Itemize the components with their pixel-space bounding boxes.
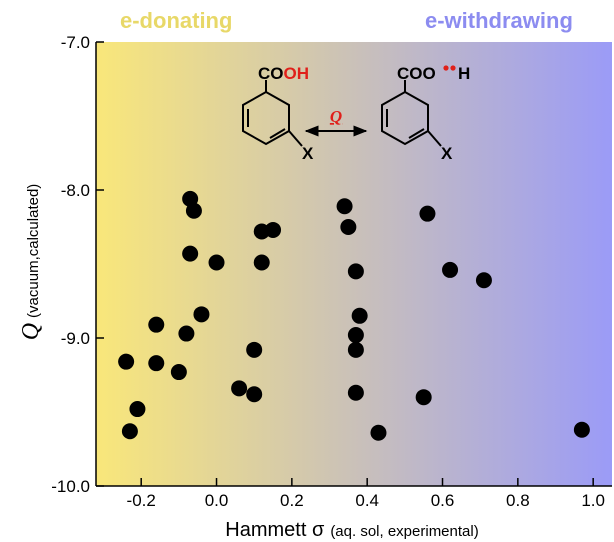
right-molecule-label: COO (397, 64, 436, 83)
data-point (347, 384, 364, 401)
data-point (573, 421, 590, 438)
x-axis-ticks: -0.2 0.0 0.2 0.4 0.6 0.8 1.0 (127, 478, 605, 510)
x-axis-title: Hammett σ (aq. sol, experimental) (225, 519, 478, 541)
x-tick-label: 0.6 (431, 491, 455, 510)
data-point (370, 424, 387, 441)
band-label-left: e-donating (120, 8, 232, 33)
y-axis-title: Q(vacuum,calculated) (18, 184, 44, 341)
data-points (118, 190, 590, 441)
data-point (347, 327, 364, 344)
x-tick-label: 0.2 (280, 491, 304, 510)
data-point (336, 198, 353, 215)
data-point (231, 380, 248, 397)
data-point (178, 325, 195, 342)
data-point (340, 219, 357, 235)
data-point (185, 202, 202, 219)
data-point (347, 341, 364, 358)
data-point (193, 306, 210, 323)
data-point (475, 272, 492, 289)
y-tick-label: -9.0 (61, 329, 90, 348)
data-point (351, 307, 368, 324)
molecule-left (242, 80, 303, 147)
left-molecule-label: COOH (258, 64, 309, 83)
y-axis-ticks: -7.0 -8.0 -9.0 -10.0 (51, 33, 104, 496)
data-point (246, 386, 263, 403)
data-point (246, 341, 263, 358)
x-tick-label: 0.4 (355, 491, 379, 510)
data-point (118, 353, 135, 370)
arrow-label: Q (330, 107, 342, 126)
y-tick-label: -10.0 (51, 477, 90, 496)
data-point (148, 316, 165, 333)
data-point (415, 389, 432, 406)
x-tick-label: 0.0 (205, 491, 229, 510)
x-tick-label: 0.8 (506, 491, 530, 510)
band-label-right: e-withdrawing (425, 8, 573, 33)
x-tick-label: -0.2 (127, 491, 156, 510)
data-point (129, 401, 146, 418)
y-tick-label: -7.0 (61, 33, 90, 52)
data-point (442, 261, 459, 278)
data-point (121, 423, 138, 440)
data-point (148, 355, 165, 372)
x-tick-label: 1.0 (581, 491, 605, 510)
data-point (419, 205, 436, 222)
data-point (170, 364, 187, 381)
molecule-right (381, 80, 442, 147)
data-point (208, 254, 225, 271)
left-substituent-label: X (302, 144, 314, 163)
data-point (253, 254, 270, 271)
data-point (347, 263, 364, 280)
data-point (265, 221, 282, 238)
radical-dot-2 (450, 65, 456, 71)
radical-dot-1 (443, 65, 449, 71)
data-point (182, 245, 199, 262)
right-substituent-label: X (441, 144, 453, 163)
right-molecule-h: H (458, 64, 470, 83)
y-tick-label: -8.0 (61, 181, 90, 200)
